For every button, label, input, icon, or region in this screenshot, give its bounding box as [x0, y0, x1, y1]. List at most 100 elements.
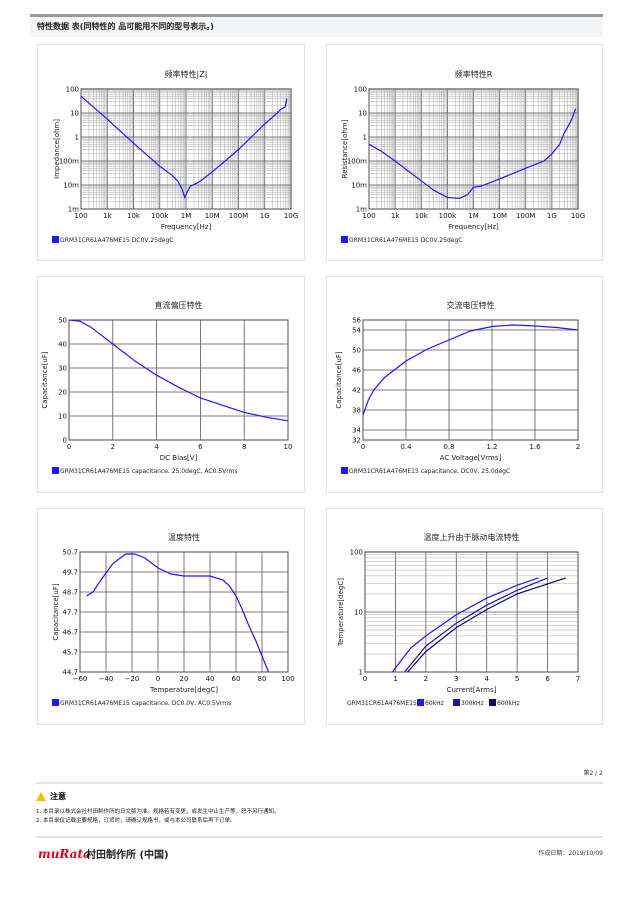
legend-label: GRM31CR61A476ME15 DC0V,25degC — [60, 237, 173, 244]
x-tick-label: 100k — [151, 212, 169, 220]
x-tick-label: 10G — [571, 212, 585, 220]
plot-area — [362, 319, 579, 441]
chart-panel-ripple: 温度上升由于脉动电流特性 0 1 2 3 4 5 6 7 1 10 100 Current[Arms] T… — [326, 508, 603, 725]
legend-swatch — [453, 699, 460, 706]
dc-bias-chart: 直流偏压特性 0 2 4 6 8 10 0 10 20 30 40 50 DC Bias[V] Capaci… — [41, 300, 292, 475]
x-tick-label: 5 — [515, 675, 519, 683]
series-line-main — [363, 324, 578, 416]
series-line-main — [81, 95, 288, 200]
x-tick-label: 7 — [576, 675, 580, 683]
x-tick-label: 2 — [424, 675, 428, 683]
x-tick-label: −40 — [99, 675, 114, 683]
x-tick-label: 0.8 — [443, 443, 454, 451]
divider — [36, 782, 603, 784]
x-tick-label: 100M — [516, 212, 535, 220]
series-line-main — [369, 108, 577, 199]
x-tick-label: −60 — [73, 675, 88, 683]
y-tick-label: 45.7 — [62, 649, 78, 657]
x-axis-label: Temperature[degC] — [149, 686, 218, 694]
x-tick-label: 80 — [258, 675, 267, 683]
legend-swatch — [52, 236, 59, 243]
x-tick-label: 20 — [180, 675, 189, 683]
x-axis-label: Frequency[Hz] — [448, 223, 499, 231]
y-tick-label: 40 — [58, 341, 67, 349]
y-tick-label: 50 — [58, 317, 67, 325]
notice-list: 1. 本目录以株式会社村田制作所的日文版为准。规格若有变更，或发生中止生产等，恕… — [36, 808, 280, 826]
y-axis-label: Capacitance[uF] — [52, 583, 60, 641]
y-tick-label: 10 — [358, 110, 367, 118]
x-axis-label: AC Voltage[Vrms] — [440, 454, 502, 462]
x-tick-label: 100 — [74, 212, 87, 220]
legend-label: GRM31CR61A476ME15 capacitance, DC0V, 25.… — [349, 468, 510, 475]
legend-swatch — [52, 467, 59, 474]
x-tick-label: 0 — [363, 675, 367, 683]
chart-panel-impedance: 频率特性|Z| 100 1k 10k 100k 1M 10M 100M 1G 10G 1m 10m 10… — [37, 44, 305, 261]
chart-title: 频率特性R — [455, 69, 493, 79]
x-tick-label: 4 — [484, 675, 489, 683]
x-tick-label: 1k — [391, 212, 400, 220]
y-axis-label: Impedance[ohm] — [53, 119, 61, 179]
x-tick-label: 10M — [492, 212, 507, 220]
x-tick-label: 1.6 — [529, 443, 541, 451]
x-tick-label: 100M — [229, 212, 248, 220]
chart-panel-ac-voltage: 交流电压特性 0 0.4 0.8 1.2 1.6 2 32 34 38 42 46 50 54 56 AC V… — [326, 276, 603, 493]
y-tick-label: 1 — [359, 669, 363, 677]
x-tick-label: 0 — [156, 675, 160, 683]
creation-date: 作成日期：2019/10/09 — [538, 850, 603, 857]
x-tick-label: 1G — [547, 212, 557, 220]
x-axis-label: DC Bias[V] — [160, 454, 198, 462]
y-tick-label: 1 — [75, 134, 79, 142]
legend-swatch — [341, 467, 348, 474]
y-tick-label: 34 — [352, 427, 361, 435]
x-axis-label: Current[Arms] — [447, 686, 497, 694]
series-line-300kHz — [404, 577, 548, 672]
y-tick-label: 44.7 — [62, 669, 78, 677]
x-tick-label: 1.2 — [486, 443, 497, 451]
chart-title: 温度上升由于脉动电流特性 — [424, 532, 520, 542]
x-tick-label: 1k — [103, 212, 112, 220]
x-tick-label: 0 — [67, 443, 71, 451]
x-tick-label: −20 — [125, 675, 140, 683]
y-tick-label: 10 — [70, 110, 79, 118]
legend-swatch — [341, 236, 348, 243]
y-tick-label: 20 — [58, 389, 67, 397]
legend-swatch — [417, 699, 424, 706]
legend-label: GRM31CR61A476ME15 — [347, 700, 417, 707]
y-tick-label: 50 — [352, 347, 361, 355]
series-line-600kHz — [407, 577, 566, 672]
x-tick-label: 1M — [468, 212, 479, 220]
series-line-main — [69, 320, 288, 422]
y-tick-label: 100 — [354, 86, 367, 94]
y-axis-label: Capacitance[uF] — [41, 351, 49, 409]
chart-panel-dc-bias: 直流偏压特性 0 2 4 6 8 10 0 10 20 30 40 50 DC Bias[V] Capaci… — [37, 276, 305, 493]
x-tick-label: 6 — [198, 443, 203, 451]
y-tick-label: 100m — [347, 158, 367, 166]
notice-item: 2. 本目录仅记载主要规格，订货时，请确认规格书，或与本公司联系后再下订单。 — [36, 818, 236, 824]
legend-label: 600kHz — [497, 700, 520, 707]
y-tick-label: 1m — [68, 206, 79, 214]
y-tick-label: 38 — [352, 407, 361, 415]
x-tick-label: 60 — [232, 675, 241, 683]
x-tick-label: 6 — [545, 675, 550, 683]
y-tick-label: 49.7 — [62, 569, 78, 577]
temperature-chart: 温度特性 −60 −40 −20 0 20 40 60 80 100 44.7 45.7 46.7 47.… — [52, 532, 295, 707]
y-tick-label: 46 — [352, 367, 361, 375]
divider — [36, 836, 603, 838]
x-tick-label: 100 — [281, 675, 294, 683]
x-tick-label: 1G — [260, 212, 270, 220]
legend-swatch — [52, 699, 59, 706]
y-tick-label: 1m — [356, 206, 367, 214]
chart-panel-temperature: 温度特性 −60 −40 −20 0 20 40 60 80 100 44.7 45.7 46.7 47.… — [37, 508, 305, 725]
y-tick-label: 1 — [363, 134, 367, 142]
y-tick-label: 32 — [352, 437, 361, 445]
y-tick-label: 42 — [352, 387, 361, 395]
x-tick-label: 8 — [242, 443, 246, 451]
x-tick-label: 100 — [362, 212, 375, 220]
y-tick-label: 100m — [59, 158, 79, 166]
x-tick-label: 0 — [361, 443, 365, 451]
chart-panel-resistance: 频率特性R 100 1k 10k 100k 1M 10M 100M 1G 10G 1m 10m 100m… — [326, 44, 603, 261]
chart-title: 交流电压特性 — [447, 300, 495, 310]
resistance-chart: 频率特性R 100 1k 10k 100k 1M 10M 100M 1G 10G 1m 10m 100m… — [341, 69, 585, 244]
warning-icon — [36, 792, 46, 801]
